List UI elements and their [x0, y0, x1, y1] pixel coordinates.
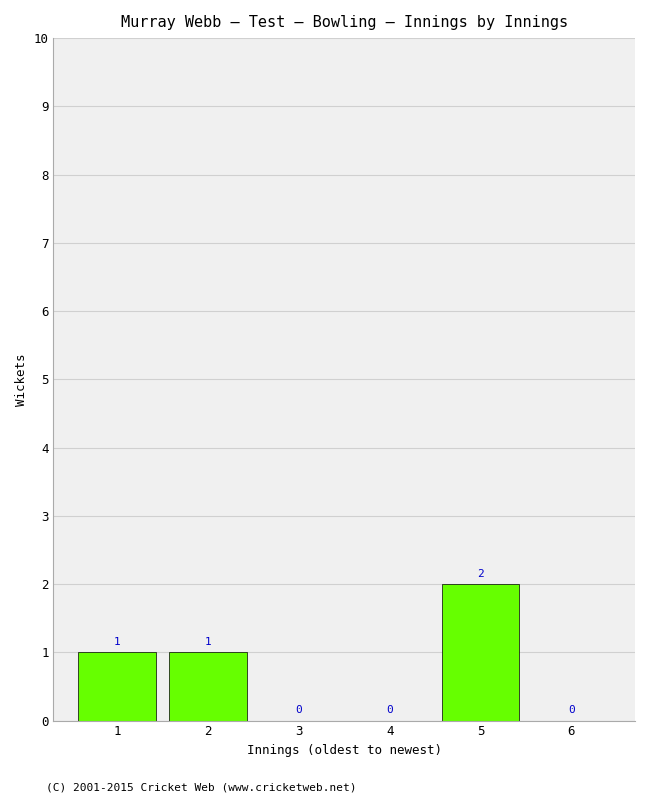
X-axis label: Innings (oldest to newest): Innings (oldest to newest)	[247, 744, 442, 757]
Text: 0: 0	[295, 705, 302, 715]
Bar	[442, 584, 519, 721]
Text: 0: 0	[386, 705, 393, 715]
Title: Murray Webb – Test – Bowling – Innings by Innings: Murray Webb – Test – Bowling – Innings b…	[121, 15, 567, 30]
Bar	[169, 652, 246, 721]
Text: (C) 2001-2015 Cricket Web (www.cricketweb.net): (C) 2001-2015 Cricket Web (www.cricketwe…	[46, 782, 356, 792]
Text: 1: 1	[205, 637, 211, 647]
Text: 2: 2	[477, 569, 484, 578]
Bar	[79, 652, 155, 721]
Text: 0: 0	[568, 705, 575, 715]
Text: 1: 1	[114, 637, 120, 647]
Y-axis label: Wickets: Wickets	[15, 353, 28, 406]
